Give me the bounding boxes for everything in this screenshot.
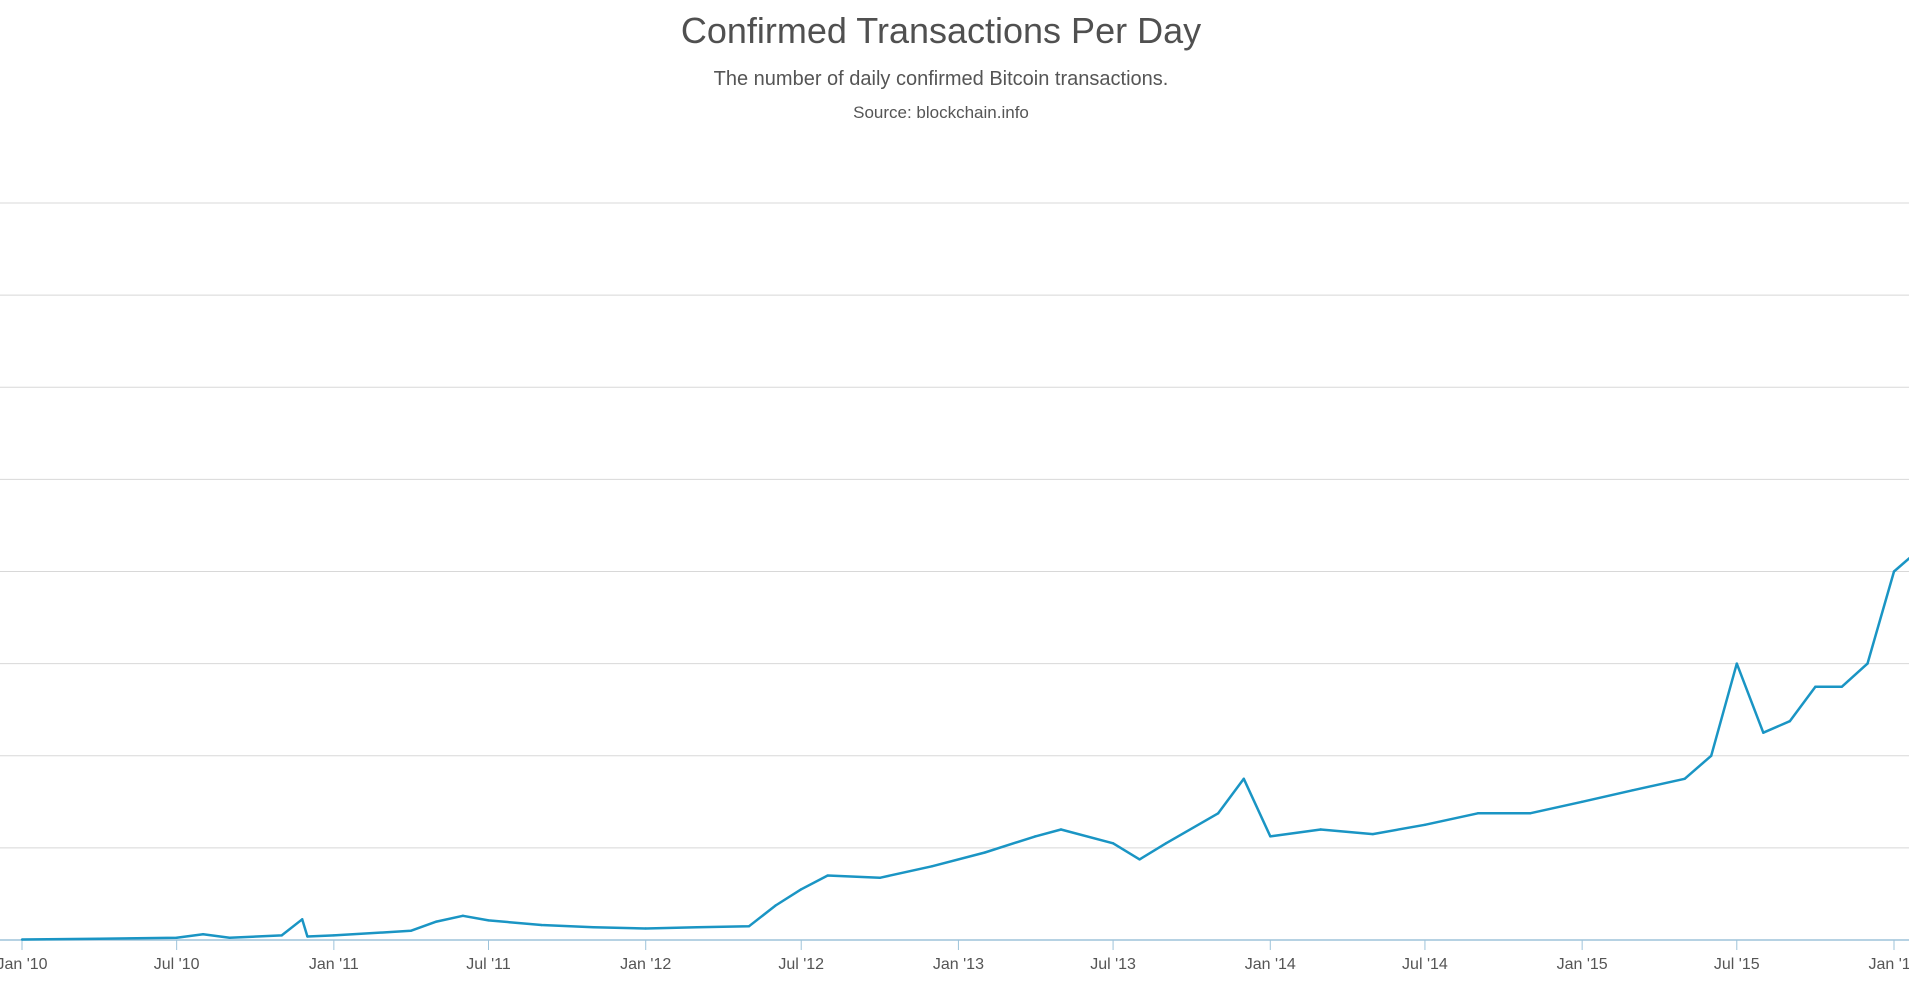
x-tick-label: Jan '10 xyxy=(0,956,48,973)
data-point xyxy=(592,926,595,929)
series-line xyxy=(21,556,1909,941)
data-point xyxy=(1059,828,1063,831)
data-point xyxy=(306,935,309,938)
data-point xyxy=(1423,823,1427,827)
x-axis: Jan '10 Jul '10 Jan '11 Jul '11 Jan '12 Jul '… xyxy=(0,940,1909,973)
x-tick-label: Jul '15 xyxy=(1714,956,1760,973)
x-tick-label: Jul '12 xyxy=(778,956,824,973)
data-point xyxy=(1269,835,1272,838)
data-point xyxy=(1034,835,1037,838)
data-point xyxy=(332,934,336,937)
data-point xyxy=(1762,731,1765,734)
data-point xyxy=(1111,842,1115,845)
data-point xyxy=(20,938,24,941)
data-point xyxy=(800,888,803,891)
data-point xyxy=(1580,800,1584,804)
data-point xyxy=(1866,662,1869,665)
data-point xyxy=(540,923,543,927)
x-tick-label: Jul '11 xyxy=(466,956,511,973)
data-point xyxy=(487,919,490,922)
series-group xyxy=(20,556,1909,941)
data-point xyxy=(301,918,304,921)
x-tick-label: Jan '16 xyxy=(1868,956,1909,973)
x-tick-label: Jul '13 xyxy=(1090,956,1136,973)
data-point xyxy=(774,904,777,907)
data-point xyxy=(1476,812,1480,815)
data-point xyxy=(461,914,465,918)
gridlines xyxy=(0,202,1909,941)
data-point xyxy=(1242,777,1245,780)
chart-source: Source: blockchain.info xyxy=(853,103,1029,122)
x-tick-label: Jan '14 xyxy=(1245,956,1296,973)
data-point xyxy=(1709,754,1713,757)
data-point xyxy=(983,851,987,854)
chart-title: Confirmed Transactions Per Day xyxy=(680,10,1202,51)
data-point xyxy=(175,936,178,939)
data-point xyxy=(1216,812,1220,815)
data-point xyxy=(228,936,231,939)
data-point xyxy=(1814,685,1817,688)
data-point xyxy=(1371,832,1375,836)
data-point xyxy=(747,924,751,928)
data-point xyxy=(1683,777,1686,780)
data-point xyxy=(201,933,205,936)
chart-subtitle: The number of daily confirmed Bitcoin tr… xyxy=(713,68,1169,90)
data-point xyxy=(1138,858,1141,861)
data-point xyxy=(435,920,438,923)
data-point xyxy=(1735,662,1738,665)
data-point xyxy=(826,874,829,877)
data-point xyxy=(1631,789,1634,792)
data-point xyxy=(1840,685,1844,688)
data-point xyxy=(1528,812,1532,815)
data-point xyxy=(1319,828,1322,831)
data-point xyxy=(409,929,412,932)
data-point xyxy=(695,926,699,929)
x-tick-label: Jan '13 xyxy=(933,956,984,973)
data-point xyxy=(97,937,101,941)
data-point xyxy=(878,876,882,880)
x-tick-label: Jul '10 xyxy=(154,956,200,973)
data-point xyxy=(1164,842,1168,845)
data-point xyxy=(930,865,934,868)
data-point xyxy=(644,927,647,930)
x-tick-label: Jan '11 xyxy=(309,956,359,973)
x-tick-label: Jan '12 xyxy=(620,956,671,973)
data-point xyxy=(1788,720,1791,723)
x-tick-label: Jan '15 xyxy=(1557,956,1608,973)
data-point xyxy=(1892,570,1896,573)
data-point xyxy=(280,934,283,937)
x-tick-label: Jul '14 xyxy=(1402,956,1448,973)
